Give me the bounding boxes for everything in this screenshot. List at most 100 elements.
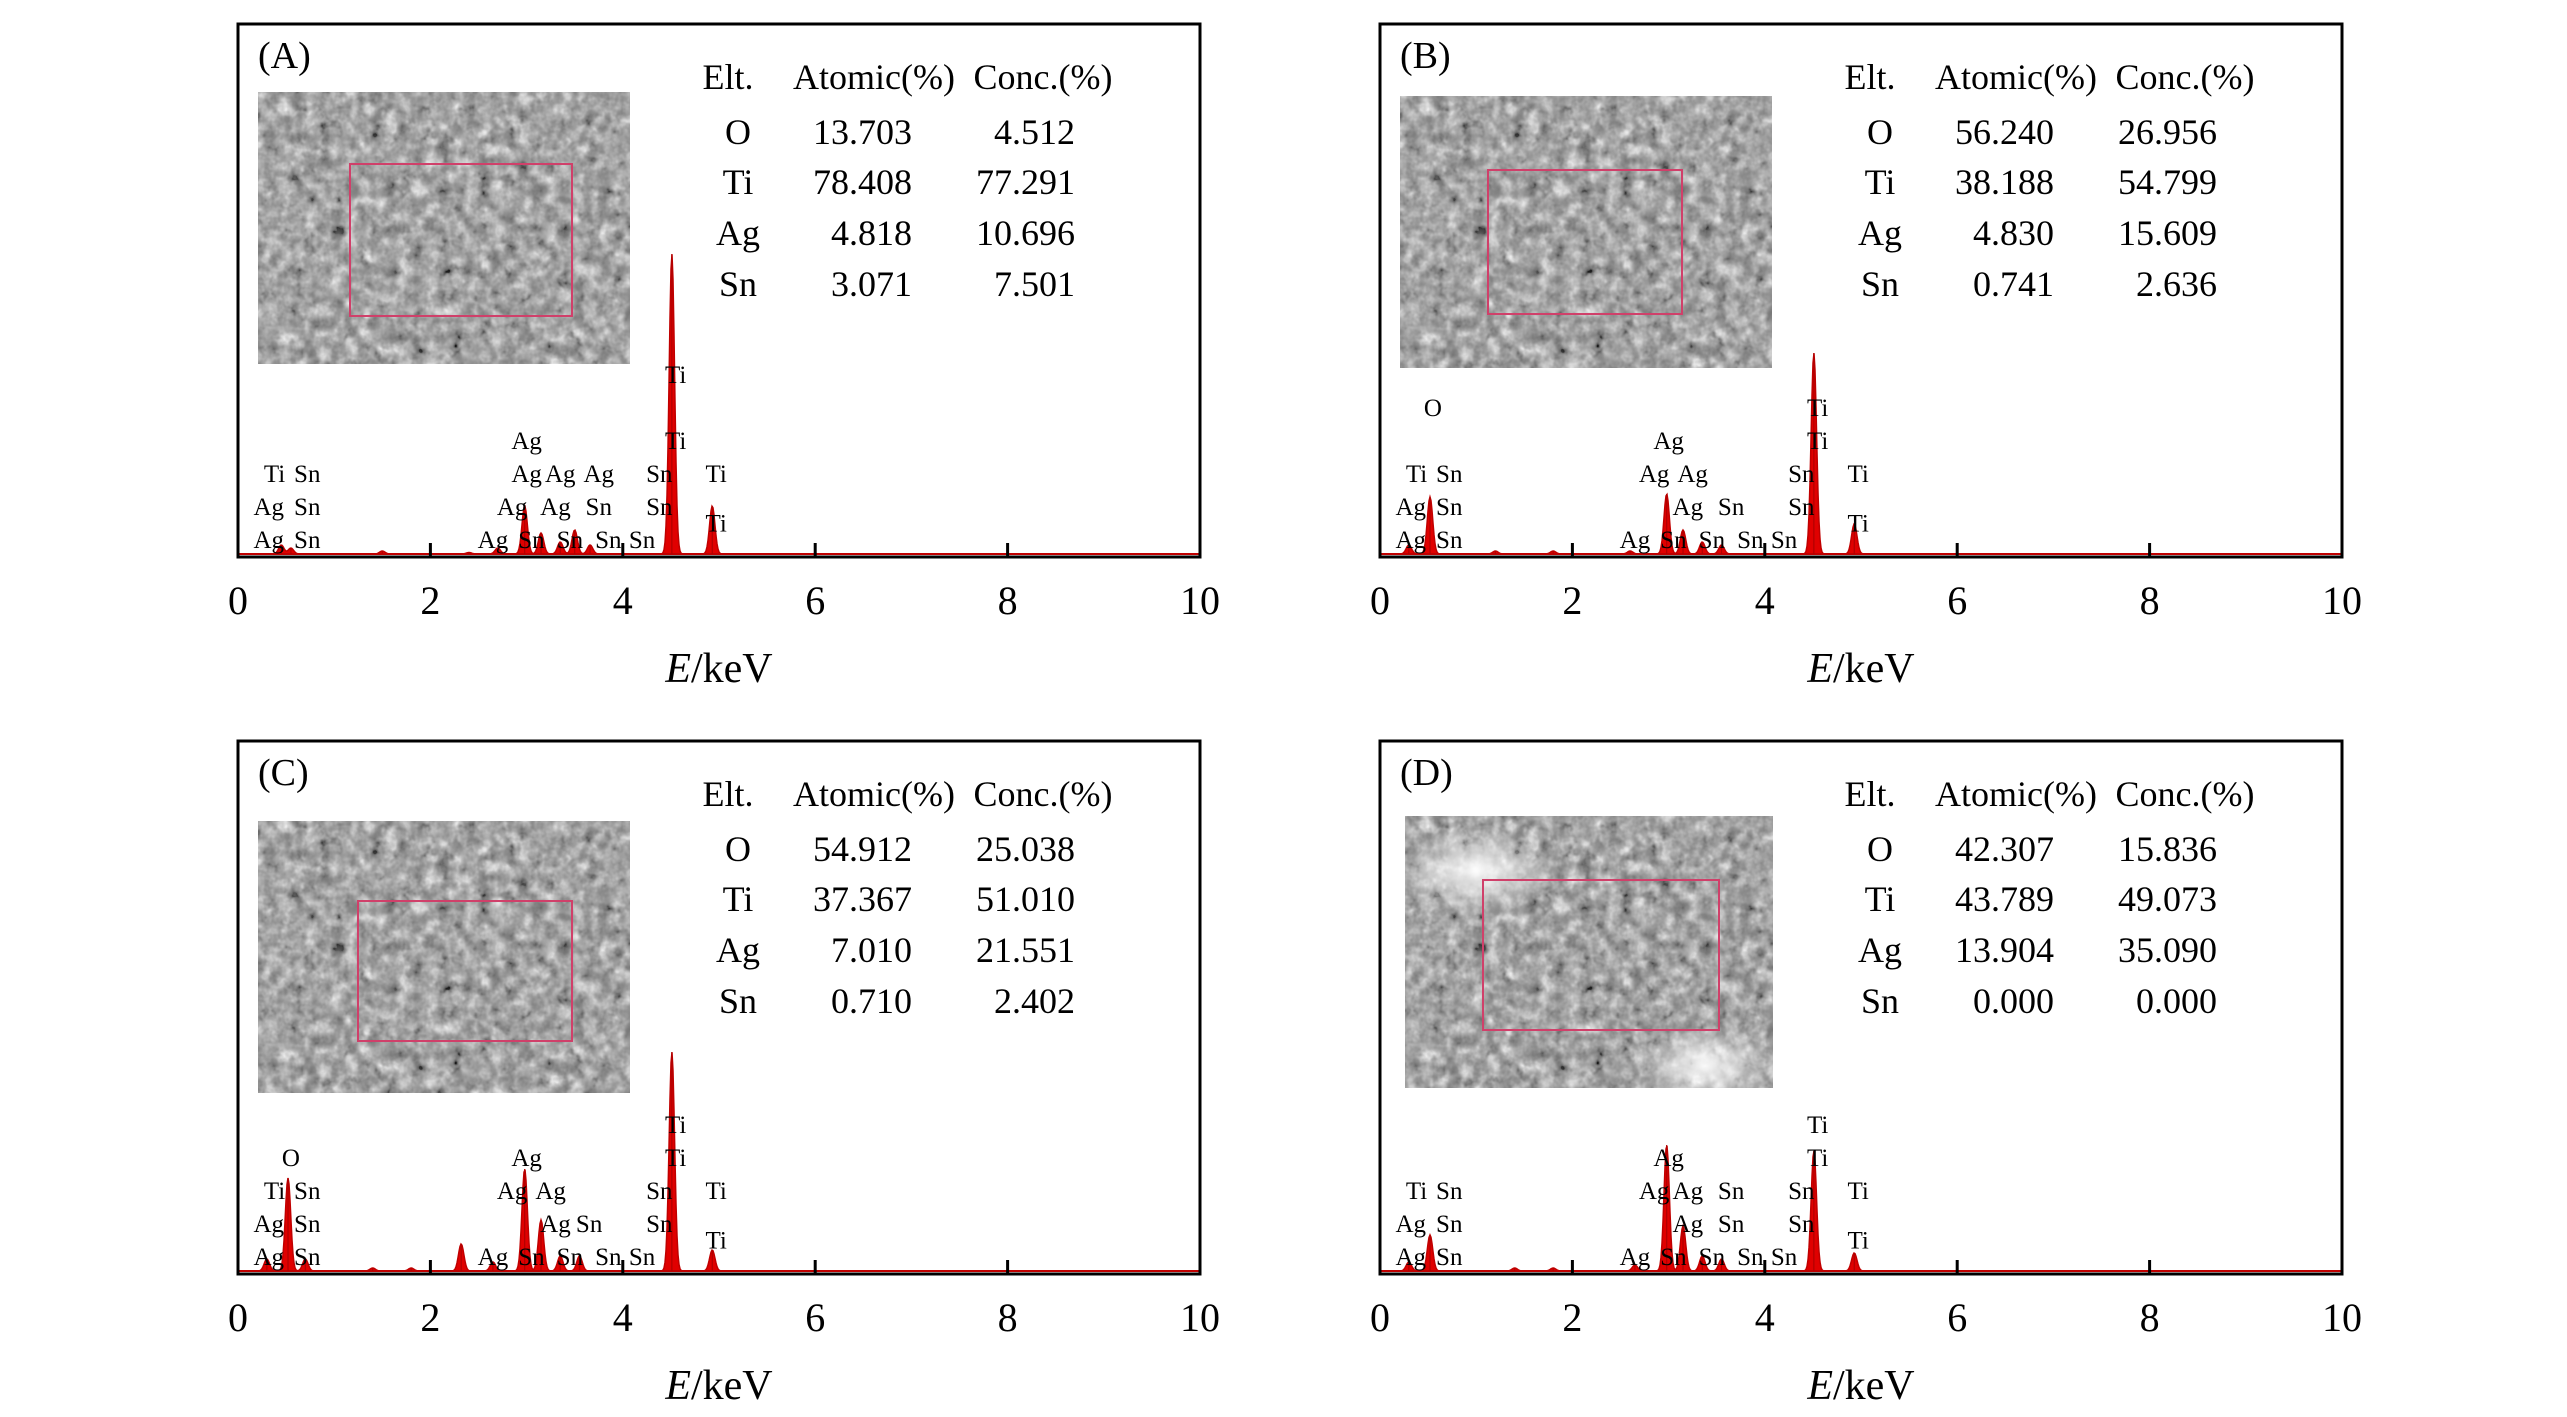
table-header: Conc.(%) bbox=[974, 774, 1113, 814]
x-tick-label: 0 bbox=[228, 578, 248, 623]
table-header: Elt. bbox=[703, 774, 754, 814]
table-cell: 54.799 bbox=[2118, 162, 2217, 202]
table-header: Conc.(%) bbox=[974, 57, 1113, 97]
table-cell: Sn bbox=[1861, 264, 1899, 304]
table-cell: 51.010 bbox=[976, 879, 1075, 919]
peak-label: Sn bbox=[1788, 1178, 1815, 1205]
x-tick-label: 6 bbox=[805, 578, 825, 623]
table-cell: 21.551 bbox=[976, 930, 1075, 970]
peak-label: Ag bbox=[254, 1211, 285, 1238]
peak-label: Ti bbox=[1847, 1228, 1868, 1255]
peak-label: Ag bbox=[1639, 461, 1670, 488]
table-cell: 4.818 bbox=[831, 213, 912, 253]
table-cell: 0.710 bbox=[831, 981, 912, 1021]
table-cell: 2.402 bbox=[994, 981, 1075, 1021]
peak-label: Ag bbox=[1653, 428, 1684, 455]
table-cell: Sn bbox=[1861, 981, 1899, 1021]
peak-label: O bbox=[282, 1145, 300, 1172]
peak-label: Ag bbox=[497, 1178, 528, 1205]
peak-label: Ti bbox=[665, 1145, 686, 1172]
x-tick-label: 8 bbox=[998, 1295, 1018, 1340]
x-tick-label: 0 bbox=[228, 1295, 248, 1340]
x-tick-label: 8 bbox=[2140, 578, 2160, 623]
peak-label: Sn bbox=[595, 1244, 622, 1271]
peak-label: Sn bbox=[294, 1244, 321, 1271]
peak-label: Ti bbox=[705, 1228, 726, 1255]
x-tick-label: 0 bbox=[1370, 1295, 1390, 1340]
table-cell: 54.912 bbox=[813, 829, 912, 869]
table-cell: 3.071 bbox=[831, 264, 912, 304]
analysis-region bbox=[349, 163, 573, 317]
peak-label: Ag bbox=[1396, 494, 1427, 521]
table-cell: O bbox=[1867, 829, 1893, 869]
peak-label: Ag bbox=[1620, 527, 1651, 554]
table-cell: Ti bbox=[723, 162, 754, 202]
peak-label: Sn bbox=[646, 1178, 673, 1205]
table-cell: O bbox=[725, 112, 751, 152]
peak-label: O bbox=[1424, 395, 1442, 422]
peak-label: Ag bbox=[1673, 1211, 1704, 1238]
peak-label: Ag bbox=[1653, 1145, 1684, 1172]
x-tick-label: 4 bbox=[613, 578, 633, 623]
x-axis-label: E/keV bbox=[1806, 1363, 1914, 1409]
table-cell: 15.836 bbox=[2118, 829, 2217, 869]
x-tick-label: 2 bbox=[1562, 1295, 1582, 1340]
peak-label: Ti bbox=[1807, 1145, 1828, 1172]
table-cell: 15.609 bbox=[2118, 213, 2217, 253]
analysis-region bbox=[357, 900, 573, 1042]
peak-label: Ti bbox=[665, 428, 686, 455]
table-header: Conc.(%) bbox=[2116, 774, 2255, 814]
peak-label: Ag bbox=[511, 461, 542, 488]
peak-label: Ti bbox=[1807, 428, 1828, 455]
peak-label: Sn bbox=[557, 1244, 584, 1271]
x-tick-label: 2 bbox=[420, 1295, 440, 1340]
table-cell: 4.512 bbox=[994, 112, 1075, 152]
x-tick-label: 8 bbox=[998, 578, 1018, 623]
table-header: Atomic(%) bbox=[1935, 57, 2097, 97]
peak-label: Sn bbox=[629, 527, 656, 554]
table-header: Atomic(%) bbox=[793, 774, 955, 814]
composition-table: Elt. Atomic(%) Conc.(%) O 54.912 25.038 Ti 37.3… bbox=[703, 774, 1113, 1021]
table-cell: 10.696 bbox=[976, 213, 1075, 253]
x-tick-label: 10 bbox=[2322, 578, 2362, 623]
peak-label: Ag bbox=[254, 527, 285, 554]
x-tick-label: 6 bbox=[1947, 1295, 1967, 1340]
x-axis-label: E/keV bbox=[664, 1363, 772, 1409]
peak-label: Sn bbox=[1788, 1211, 1815, 1238]
table-cell: O bbox=[725, 829, 751, 869]
table-header: Elt. bbox=[1845, 57, 1896, 97]
panel-label: (B) bbox=[1400, 35, 1451, 77]
table-header: Conc.(%) bbox=[2116, 57, 2255, 97]
plot-frame bbox=[236, 22, 1202, 559]
x-axis-label: E/keV bbox=[1806, 646, 1914, 692]
table-cell: 38.188 bbox=[1955, 162, 2054, 202]
x-tick-label: 6 bbox=[1947, 578, 1967, 623]
peak-label: Ag bbox=[583, 461, 614, 488]
table-cell: 26.956 bbox=[2118, 112, 2217, 152]
table-cell: 13.904 bbox=[1955, 930, 2054, 970]
panel-label: (C) bbox=[258, 752, 309, 794]
peak-label: Sn bbox=[1436, 527, 1463, 554]
peak-label: Sn bbox=[518, 1244, 545, 1271]
table-cell: 0.000 bbox=[2136, 981, 2217, 1021]
peak-label: Ag bbox=[540, 494, 571, 521]
table-cell: Ti bbox=[1865, 162, 1896, 202]
peak-label: Sn bbox=[1436, 1211, 1463, 1238]
table-cell: 2.636 bbox=[2136, 264, 2217, 304]
table-cell: 25.038 bbox=[976, 829, 1075, 869]
peak-label: Sn bbox=[1737, 527, 1764, 554]
table-header: Elt. bbox=[703, 57, 754, 97]
peak-label: Sn bbox=[1436, 1178, 1463, 1205]
peak-label: Ag bbox=[1677, 461, 1708, 488]
table-cell: Ti bbox=[1865, 879, 1896, 919]
peak-label: Sn bbox=[294, 527, 321, 554]
x-tick-label: 0 bbox=[1370, 578, 1390, 623]
table-cell: Ag bbox=[716, 930, 760, 970]
peak-label: Sn bbox=[646, 1211, 673, 1238]
peak-label: Ti bbox=[665, 362, 686, 389]
table-cell: 78.408 bbox=[813, 162, 912, 202]
peak-label: Ag bbox=[1639, 1178, 1670, 1205]
